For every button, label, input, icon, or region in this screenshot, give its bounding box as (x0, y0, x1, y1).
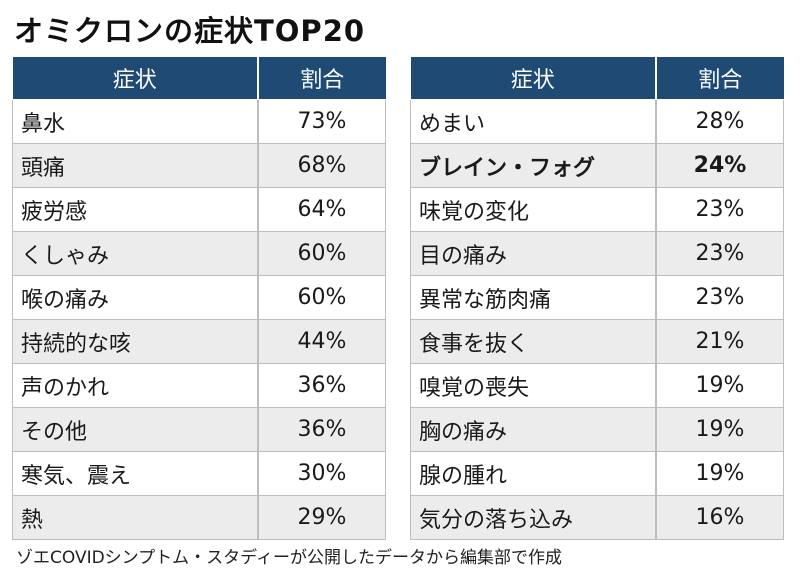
column-header-ratio: 割合 (656, 56, 784, 100)
ratio-cell: 68% (258, 143, 386, 188)
symptom-cell: 疲労感 (12, 187, 259, 232)
symptom-cell: 頭痛 (12, 143, 259, 188)
symptom-cell: 嗅覚の喪失 (410, 363, 657, 408)
symptom-table-right: 症状 割合 めまい 28% ブレイン・フォグ 24% 味覚の変化 23% 目の痛み 23% 異常… (410, 56, 784, 540)
symptom-cell: ブレイン・フォグ (410, 143, 657, 188)
table-body-left: 鼻水 73% 頭痛 68% 疲労感 64% くしゃみ 60% 喉の痛み 60% 持続的な咳 44% 声の… (12, 99, 386, 540)
symptom-cell: 食事を抜く (410, 319, 657, 364)
ratio-cell: 19% (656, 407, 784, 452)
column-header-symptom: 症状 (12, 56, 259, 100)
symptom-cell: 持続的な咳 (12, 319, 259, 364)
symptom-cell: 異常な筋肉痛 (410, 275, 657, 320)
table-row: 目の痛み 23% (410, 231, 784, 276)
table-row: その他 36% (12, 407, 386, 452)
table-row: 味覚の変化 23% (410, 187, 784, 232)
ratio-cell: 23% (656, 231, 784, 276)
table-row: 疲労感 64% (12, 187, 386, 232)
ratio-cell: 36% (258, 407, 386, 452)
table-row: 頭痛 68% (12, 143, 386, 188)
ratio-cell: 23% (656, 187, 784, 232)
ratio-cell: 16% (656, 495, 784, 540)
table-row: 異常な筋肉痛 23% (410, 275, 784, 320)
table-row: 声のかれ 36% (12, 363, 386, 408)
page-title: オミクロンの症状TOP20 (14, 14, 366, 48)
ratio-cell: 23% (656, 275, 784, 320)
ratio-cell: 60% (258, 231, 386, 276)
symptom-cell: 目の痛み (410, 231, 657, 276)
symptom-cell: 喉の痛み (12, 275, 259, 320)
ratio-cell: 24% (656, 143, 784, 188)
symptom-cell: 腺の腫れ (410, 451, 657, 496)
ratio-cell: 19% (656, 363, 784, 408)
ratio-cell: 30% (258, 451, 386, 496)
ratio-cell: 29% (258, 495, 386, 540)
source-footnote: ゾエCOVIDシンプトム・スタディーが公開したデータから編集部で作成 (16, 548, 562, 568)
table-body-right: めまい 28% ブレイン・フォグ 24% 味覚の変化 23% 目の痛み 23% 異常な筋肉痛 23… (410, 99, 784, 540)
symptom-cell: 気分の落ち込み (410, 495, 657, 540)
ratio-cell: 73% (258, 99, 386, 144)
ratio-cell: 21% (656, 319, 784, 364)
column-header-ratio: 割合 (258, 56, 386, 100)
table-row: 嗅覚の喪失 19% (410, 363, 784, 408)
table-header-row: 症状 割合 (12, 56, 386, 100)
ratio-cell: 28% (656, 99, 784, 144)
table-row: くしゃみ 60% (12, 231, 386, 276)
symptom-table-left: 症状 割合 鼻水 73% 頭痛 68% 疲労感 64% くしゃみ 60% 喉の痛み 60% 持続的な… (12, 56, 386, 540)
ratio-cell: 60% (258, 275, 386, 320)
table-row: ブレイン・フォグ 24% (410, 143, 784, 188)
symptom-cell: 胸の痛み (410, 407, 657, 452)
ratio-cell: 36% (258, 363, 386, 408)
table-row: 喉の痛み 60% (12, 275, 386, 320)
symptom-cell: 熱 (12, 495, 259, 540)
column-header-symptom: 症状 (410, 56, 657, 100)
symptom-cell: めまい (410, 99, 657, 144)
table-row: 熱 29% (12, 495, 386, 540)
table-row: 腺の腫れ 19% (410, 451, 784, 496)
symptom-cell: 寒気、震え (12, 451, 259, 496)
ratio-cell: 44% (258, 319, 386, 364)
table-row: 気分の落ち込み 16% (410, 495, 784, 540)
symptom-cell: 鼻水 (12, 99, 259, 144)
ratio-cell: 19% (656, 451, 784, 496)
symptom-cell: その他 (12, 407, 259, 452)
ratio-cell: 64% (258, 187, 386, 232)
table-row: 寒気、震え 30% (12, 451, 386, 496)
table-row: 鼻水 73% (12, 99, 386, 144)
symptom-cell: 声のかれ (12, 363, 259, 408)
table-row: 持続的な咳 44% (12, 319, 386, 364)
table-row: 胸の痛み 19% (410, 407, 784, 452)
symptom-cell: 味覚の変化 (410, 187, 657, 232)
table-header-row: 症状 割合 (410, 56, 784, 100)
table-row: めまい 28% (410, 99, 784, 144)
symptom-cell: くしゃみ (12, 231, 259, 276)
table-row: 食事を抜く 21% (410, 319, 784, 364)
